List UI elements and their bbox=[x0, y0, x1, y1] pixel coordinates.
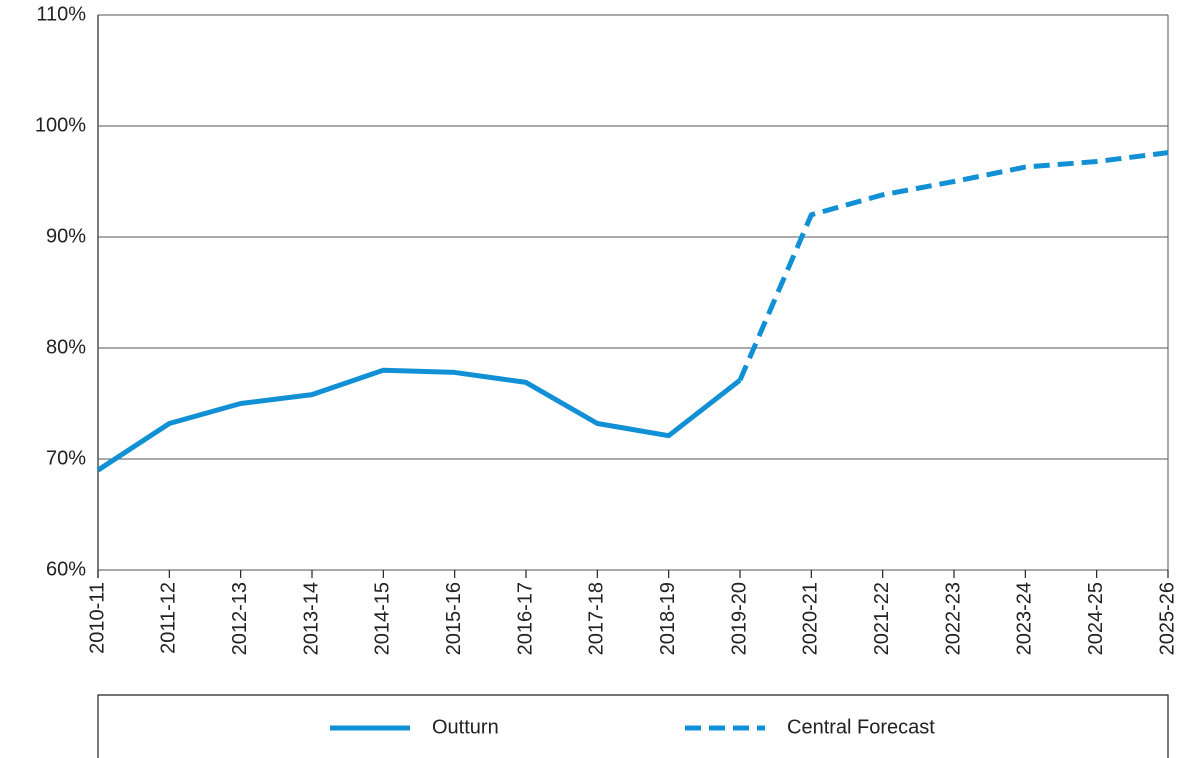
legend-box bbox=[97, 694, 1169, 758]
x-tick-label: 2019-20 bbox=[728, 582, 750, 655]
x-tick-label: 2025-26 bbox=[1156, 582, 1178, 655]
y-tick-label: 110% bbox=[36, 3, 86, 25]
y-tick-label: 70% bbox=[46, 447, 86, 469]
x-tick-label: 2012-13 bbox=[229, 582, 251, 655]
x-tick-label: 2024-25 bbox=[1085, 582, 1107, 655]
y-tick-label: 90% bbox=[46, 225, 86, 247]
x-tick-label: 2014-15 bbox=[372, 582, 394, 655]
x-tick-label: 2010-11 bbox=[86, 582, 108, 654]
legend-label: Outturn bbox=[432, 716, 499, 738]
line-series bbox=[96, 367, 742, 473]
x-tick-label: 2018-19 bbox=[657, 582, 679, 655]
x-tick-label: 2020-21 bbox=[800, 582, 822, 655]
line-series bbox=[737, 150, 1169, 382]
y-tick-label: 100% bbox=[35, 114, 86, 136]
legend-label: Central Forecast bbox=[787, 716, 935, 738]
x-tick-label: 2017-18 bbox=[586, 582, 608, 655]
x-tick-label: 2011-12 bbox=[158, 582, 180, 654]
y-tick-label: 80% bbox=[46, 336, 86, 358]
x-tick-label: 2016-17 bbox=[514, 582, 536, 655]
x-tick-label: 2023-24 bbox=[1014, 582, 1036, 655]
x-tick-label: 2021-22 bbox=[871, 582, 893, 655]
x-tick-label: 2015-16 bbox=[443, 582, 465, 655]
x-tick-label: 2013-14 bbox=[300, 582, 322, 655]
y-tick-label: 60% bbox=[46, 558, 86, 580]
x-tick-label: 2022-23 bbox=[942, 582, 964, 655]
